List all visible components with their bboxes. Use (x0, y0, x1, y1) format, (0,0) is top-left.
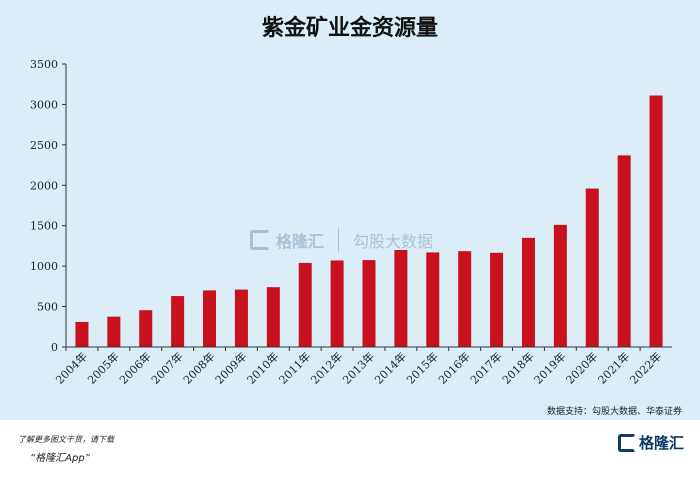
x-tick-label: 2015年 (403, 349, 440, 386)
x-tick-label: 2017年 (467, 349, 504, 386)
footer-logo-text: 格隆汇 (639, 434, 685, 452)
bar (75, 321, 89, 347)
watermark-data-source: 勾股大数据 (353, 232, 434, 251)
x-tick-label: 2016年 (435, 349, 472, 386)
x-tick-label: 2020年 (563, 349, 600, 386)
x-tick-label: 2022年 (627, 349, 664, 386)
bar (139, 310, 153, 347)
x-tick-label: 2004年 (53, 349, 90, 386)
x-tick-label: 2008年 (180, 349, 217, 386)
y-tick-label: 1500 (30, 220, 58, 233)
x-tick-label: 2021年 (595, 349, 632, 386)
bar (298, 262, 312, 347)
x-tick-label: 2005年 (84, 349, 121, 386)
x-tick-label: 2018年 (499, 349, 536, 386)
bars-layer (75, 95, 663, 347)
bar (203, 290, 217, 347)
y-tick-label: 3000 (30, 98, 58, 111)
chart-title: 紫金矿业金资源量 (261, 16, 438, 41)
footer (0, 420, 700, 479)
bar (107, 316, 121, 347)
bar (649, 95, 663, 347)
x-tick-label: 2006年 (116, 349, 153, 386)
chart-panel (0, 0, 700, 420)
bar (426, 252, 440, 347)
watermark: 格隆汇 勾股大数据 (250, 228, 433, 252)
bar (362, 260, 376, 347)
x-tick-label: 2019年 (531, 349, 568, 386)
footer-app-name: “格隆汇App” (30, 453, 90, 464)
gelonghui-logo-icon (250, 230, 270, 250)
y-tick-label: 3500 (30, 58, 58, 71)
bar (521, 237, 535, 347)
y-tick-label: 2000 (30, 179, 58, 192)
bar (330, 260, 344, 347)
y-tick-label: 500 (37, 301, 58, 314)
bar (171, 296, 185, 347)
x-tick-label: 2011年 (276, 349, 313, 386)
bar (553, 224, 567, 347)
bar (458, 251, 472, 347)
gelonghui-logo-icon (618, 433, 636, 452)
y-tick-label: 2500 (30, 139, 58, 152)
bar (394, 249, 408, 347)
bar (490, 252, 504, 347)
bar (617, 155, 631, 347)
watermark-divider (338, 228, 340, 252)
x-tick-label: 2013年 (340, 349, 377, 386)
data-source-note: 数据支持：勾股大数据、华泰证券 (546, 407, 682, 417)
x-tick-label: 2009年 (212, 349, 249, 386)
bar-chart: 05001000150020002500300035002004年2005年20… (30, 58, 672, 387)
x-tick-label: 2014年 (372, 349, 409, 386)
x-tick-label: 2012年 (308, 349, 345, 386)
x-tick-label: 2007年 (148, 349, 185, 386)
y-tick-label: 1000 (30, 260, 58, 273)
y-tick-label: 0 (51, 341, 58, 354)
axes-layer: 05001000150020002500300035002004年2005年20… (30, 58, 672, 387)
bar (585, 188, 599, 347)
footer-logo: 格隆汇 (618, 432, 684, 453)
bar (266, 287, 280, 347)
footer-promo-text: 了解更多图文干货，请下载 (18, 435, 114, 444)
watermark-brand: 格隆汇 (276, 232, 325, 251)
x-tick-label: 2010年 (244, 349, 281, 386)
bar (234, 289, 248, 347)
